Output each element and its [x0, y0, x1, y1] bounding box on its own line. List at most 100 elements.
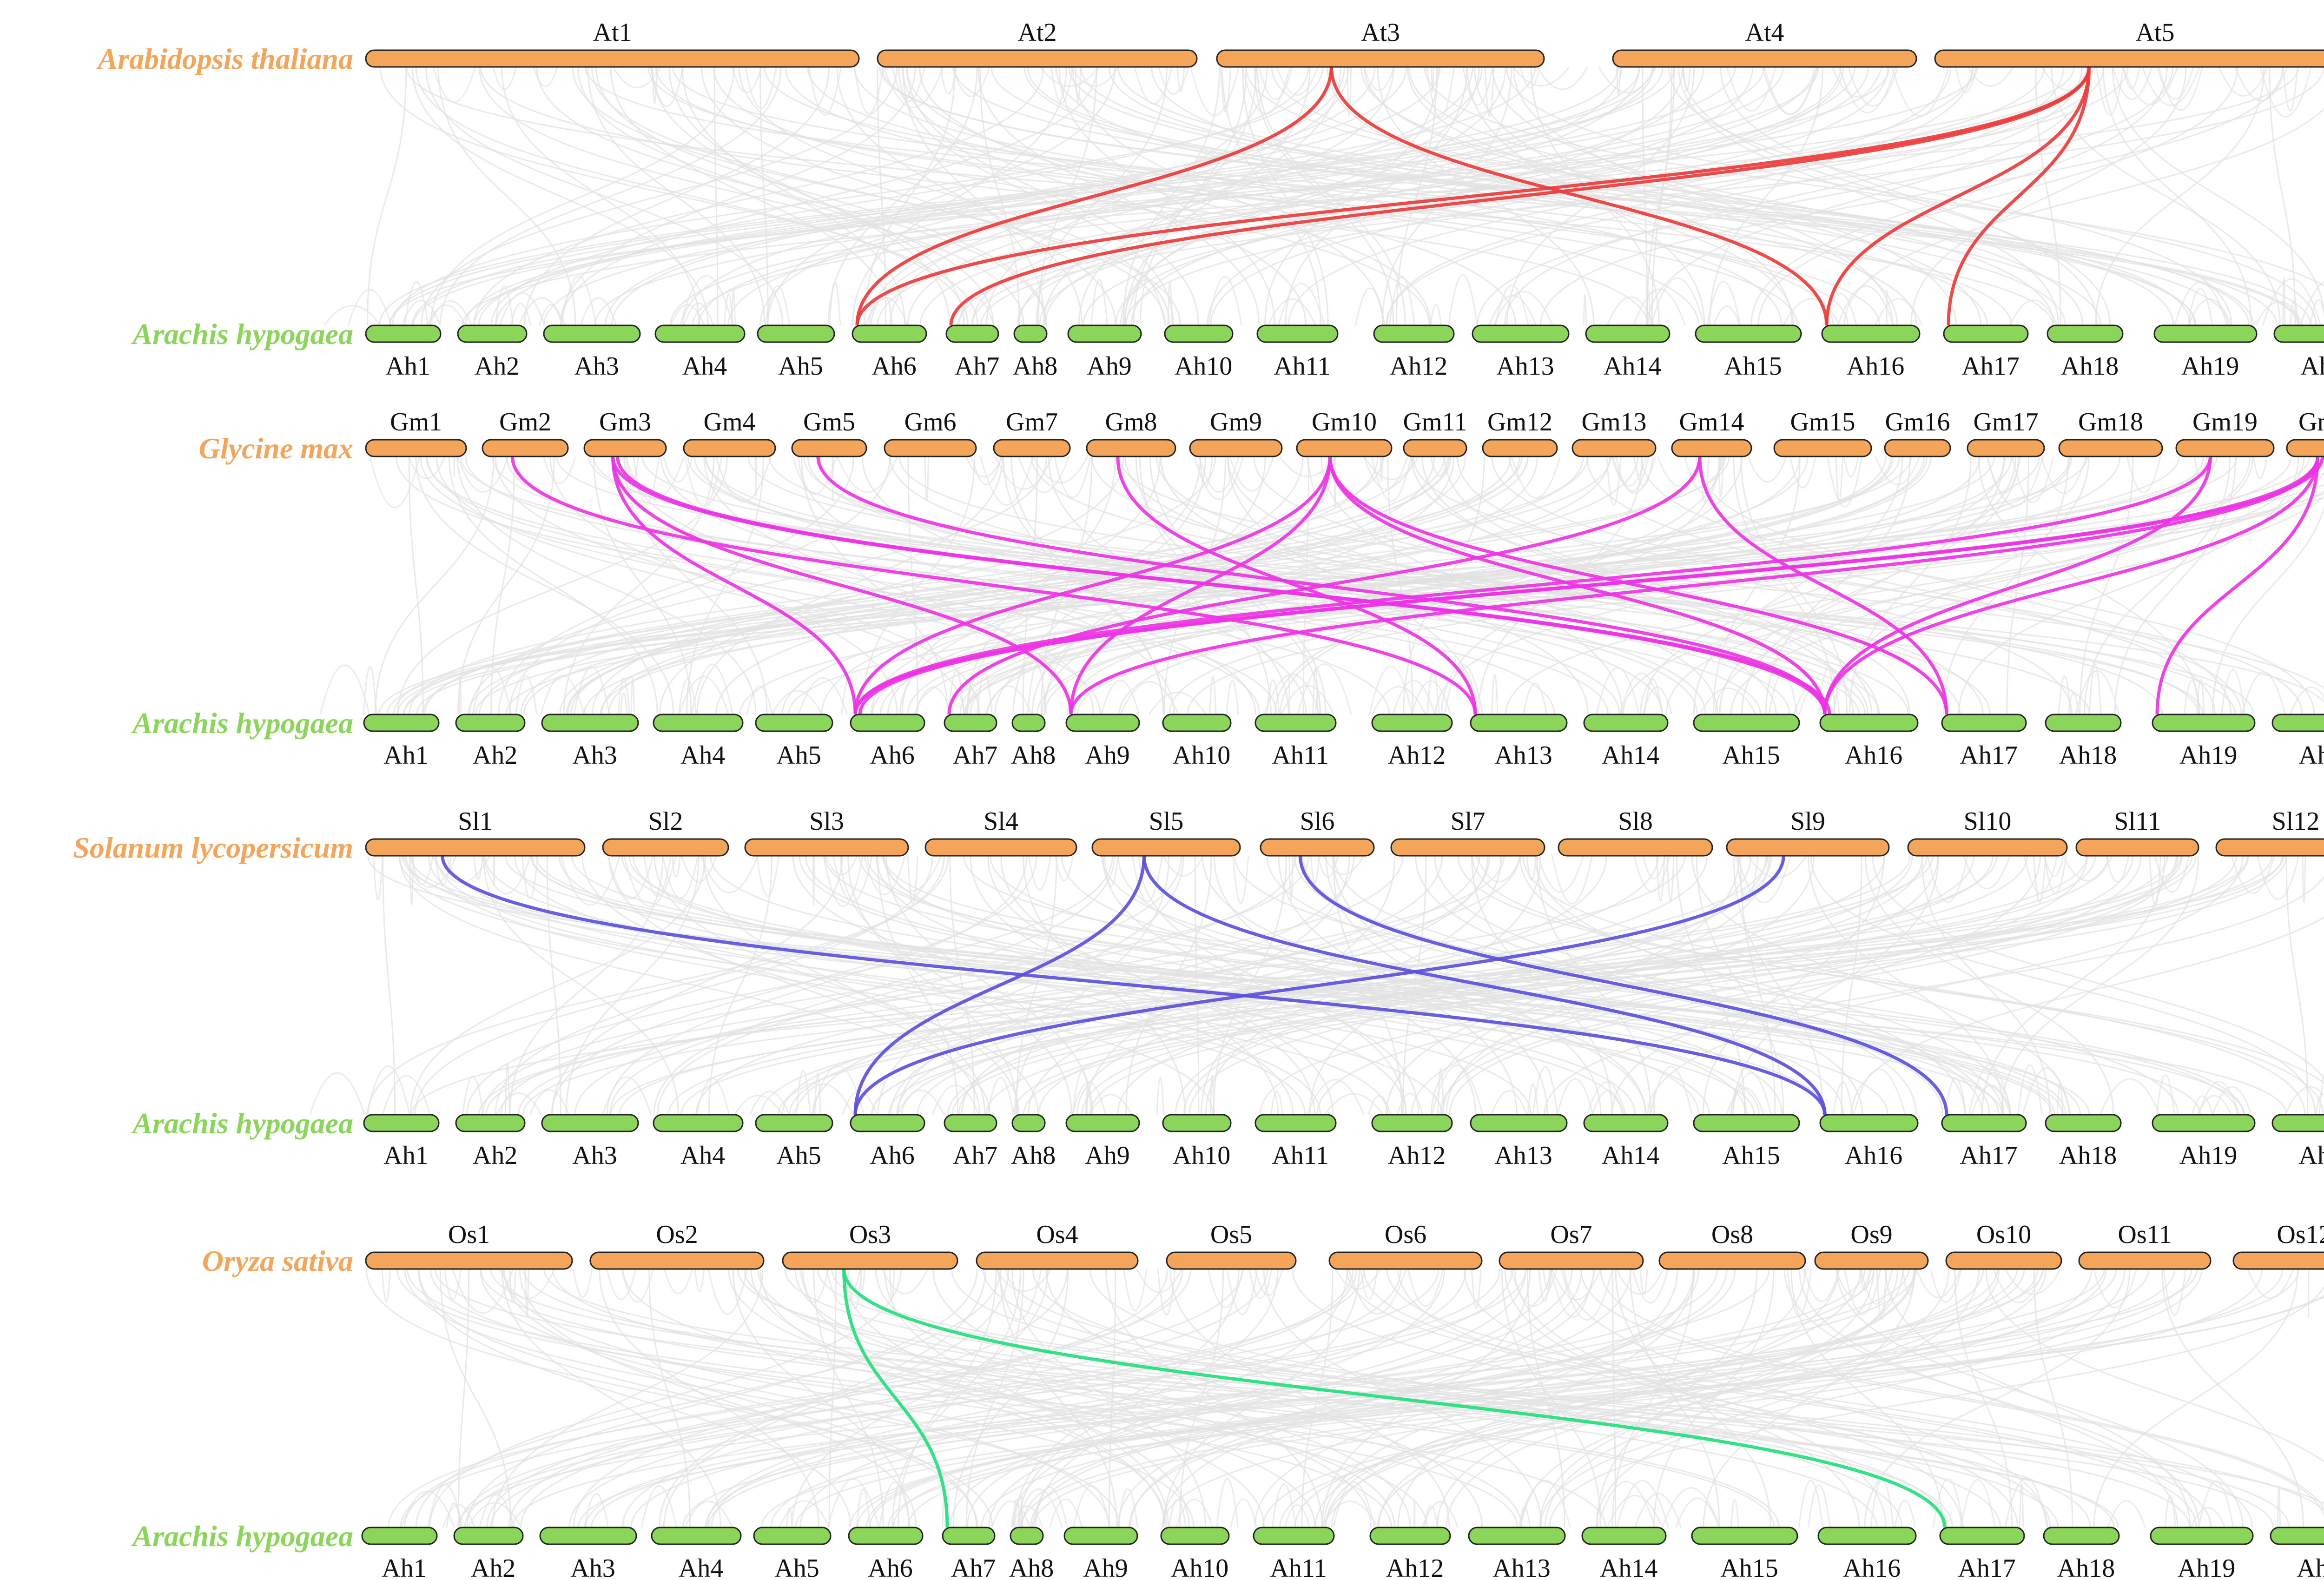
chromosome-sl2[interactable]	[602, 838, 729, 857]
chromosome-ah2[interactable]	[457, 324, 528, 343]
chromosome-sl4[interactable]	[924, 838, 1077, 857]
chromosome-ah3[interactable]	[541, 1114, 639, 1132]
collinear-link-gm20-ah19[interactable]	[2155, 456, 2319, 715]
chromosome-ah1[interactable]	[363, 714, 440, 732]
chromosome-ah15[interactable]	[1695, 324, 1802, 343]
collinear-link-gm3-ah16[interactable]	[616, 456, 1831, 715]
chromosome-ah16[interactable]	[1821, 324, 1921, 343]
chromosome-gm18[interactable]	[2058, 439, 2163, 457]
chromosome-gm16[interactable]	[1884, 439, 1951, 457]
chromosome-ah20[interactable]	[2270, 1527, 2324, 1545]
chromosome-ah13[interactable]	[1470, 1114, 1568, 1132]
chromosome-ah7[interactable]	[945, 324, 999, 343]
chromosome-sl11[interactable]	[2075, 838, 2199, 857]
chromosome-at4[interactable]	[1612, 49, 1917, 68]
collinear-link-os3-ah7[interactable]	[842, 1269, 949, 1528]
chromosome-sl12[interactable]	[2215, 838, 2324, 857]
chromosome-ah9[interactable]	[1065, 714, 1140, 732]
chromosome-gm17[interactable]	[1967, 439, 2045, 457]
chromosome-os9[interactable]	[1814, 1251, 1929, 1270]
chromosome-sl5[interactable]	[1091, 838, 1241, 857]
chromosome-at1[interactable]	[365, 49, 860, 68]
chromosome-ah11[interactable]	[1256, 324, 1339, 343]
chromosome-ah18[interactable]	[2045, 714, 2122, 732]
chromosome-ah11[interactable]	[1254, 714, 1337, 732]
chromosome-gm5[interactable]	[791, 439, 867, 457]
chromosome-ah5[interactable]	[755, 1114, 833, 1132]
chromosome-ah3[interactable]	[543, 324, 641, 343]
collinear-link-at5-ah7[interactable]	[949, 66, 2091, 326]
chromosome-gm2[interactable]	[482, 439, 569, 457]
chromosome-ah14[interactable]	[1581, 1527, 1667, 1545]
chromosome-ah13[interactable]	[1468, 1527, 1566, 1545]
chromosome-os12[interactable]	[2232, 1251, 2324, 1270]
collinear-link-gm10-ah17[interactable]	[1328, 456, 1948, 715]
chromosome-os8[interactable]	[1658, 1251, 1806, 1270]
chromosome-ah8[interactable]	[1010, 1527, 1044, 1545]
chromosome-ah16[interactable]	[1819, 714, 1919, 732]
collinear-link-at3-ah6[interactable]	[855, 66, 1333, 326]
collinear-link-gm20-ah16[interactable]	[1823, 456, 2319, 715]
chromosome-ah9[interactable]	[1065, 1114, 1140, 1132]
chromosome-ah5[interactable]	[753, 1527, 832, 1545]
chromosome-ah4[interactable]	[653, 1114, 744, 1132]
chromosome-at3[interactable]	[1216, 49, 1545, 68]
chromosome-ah4[interactable]	[653, 714, 744, 732]
chromosome-ah20[interactable]	[2271, 1114, 2324, 1132]
chromosome-gm19[interactable]	[2175, 439, 2275, 457]
collinear-link-at5-ah16[interactable]	[1825, 66, 2091, 326]
chromosome-ah4[interactable]	[651, 1527, 742, 1545]
collinear-link-gm10-ah9[interactable]	[1069, 456, 1332, 715]
collinear-link-gm8-ah13[interactable]	[1116, 456, 1477, 715]
chromosome-ah10[interactable]	[1160, 1527, 1230, 1545]
chromosome-ah13[interactable]	[1472, 324, 1570, 343]
collinear-link-gm14-ah7[interactable]	[947, 456, 1702, 715]
chromosome-gm6[interactable]	[884, 439, 977, 457]
chromosome-ah19[interactable]	[2153, 324, 2258, 343]
chromosome-gm10[interactable]	[1296, 439, 1393, 457]
collinear-link-os3-ah17[interactable]	[842, 1269, 1947, 1528]
chromosome-sl8[interactable]	[1558, 838, 1713, 857]
collinear-link-sl9-ah6[interactable]	[853, 855, 1785, 1115]
chromosome-ah6[interactable]	[848, 1527, 924, 1545]
chromosome-ah16[interactable]	[1817, 1527, 1917, 1545]
chromosome-at2[interactable]	[877, 49, 1198, 68]
chromosome-gm14[interactable]	[1671, 439, 1752, 457]
collinear-link-gm3-ah6[interactable]	[611, 456, 857, 715]
chromosome-sl10[interactable]	[1907, 838, 2068, 857]
collinear-link-gm2-ah13[interactable]	[510, 456, 1477, 715]
chromosome-ah15[interactable]	[1693, 1114, 1800, 1132]
chromosome-gm12[interactable]	[1482, 439, 1558, 457]
chromosome-ah17[interactable]	[1941, 1114, 2027, 1132]
chromosome-ah10[interactable]	[1162, 714, 1232, 732]
collinear-link-gm14-ah17[interactable]	[1698, 456, 1948, 715]
chromosome-gm1[interactable]	[365, 439, 467, 457]
chromosome-ah19[interactable]	[2150, 1527, 2254, 1545]
collinear-link-gm3-ah9[interactable]	[611, 456, 1073, 715]
chromosome-os4[interactable]	[976, 1251, 1139, 1270]
chromosome-ah5[interactable]	[755, 714, 833, 732]
chromosome-sl7[interactable]	[1390, 838, 1545, 857]
chromosome-ah15[interactable]	[1693, 714, 1800, 732]
chromosome-ah14[interactable]	[1585, 324, 1670, 343]
chromosome-sl1[interactable]	[365, 838, 586, 857]
chromosome-os2[interactable]	[589, 1251, 765, 1270]
chromosome-sl9[interactable]	[1726, 838, 1890, 857]
chromosome-ah12[interactable]	[1371, 1114, 1453, 1132]
chromosome-os10[interactable]	[1945, 1251, 2062, 1270]
chromosome-ah2[interactable]	[455, 1114, 526, 1132]
collinear-link-gm10-ah6[interactable]	[853, 456, 1332, 715]
chromosome-ah12[interactable]	[1371, 714, 1453, 732]
chromosome-ah6[interactable]	[852, 324, 927, 343]
chromosome-ah6[interactable]	[850, 714, 925, 732]
collinear-link-gm19-ah6[interactable]	[853, 456, 2212, 715]
chromosome-ah9[interactable]	[1067, 324, 1142, 343]
chromosome-gm3[interactable]	[583, 439, 667, 457]
chromosome-ah8[interactable]	[1013, 324, 1048, 343]
collinear-link-at5-ah6[interactable]	[855, 66, 2091, 326]
chromosome-os3[interactable]	[782, 1251, 958, 1270]
chromosome-ah11[interactable]	[1254, 1114, 1337, 1132]
chromosome-ah2[interactable]	[455, 714, 526, 732]
chromosome-gm15[interactable]	[1773, 439, 1872, 457]
chromosome-ah1[interactable]	[363, 1114, 440, 1132]
